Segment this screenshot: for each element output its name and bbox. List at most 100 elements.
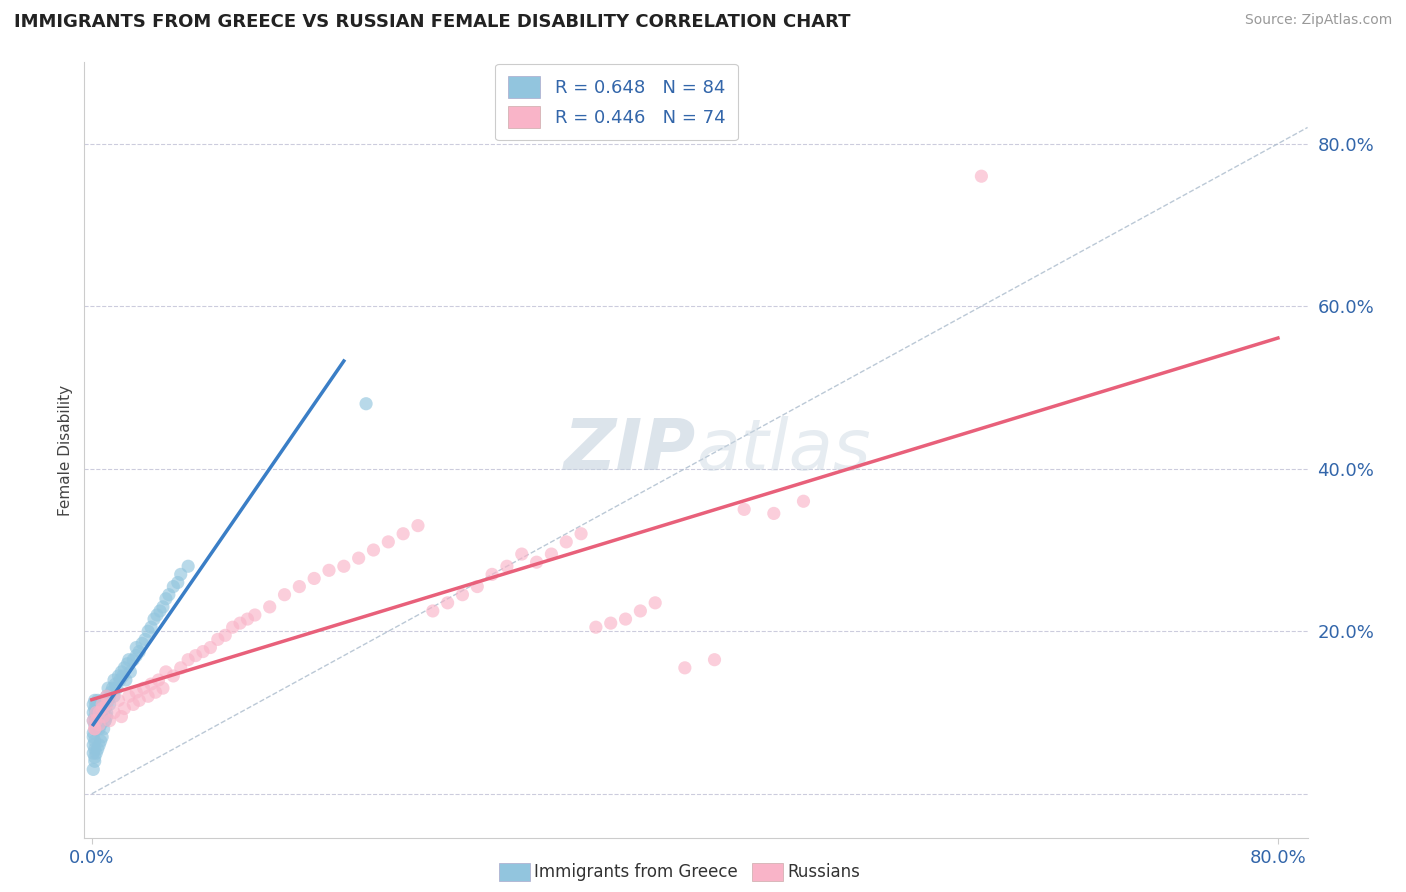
Point <box>111 669 134 683</box>
Point <box>89 738 111 752</box>
Point <box>98 698 121 712</box>
Point <box>157 588 180 602</box>
Point <box>83 734 105 748</box>
Point <box>184 648 207 663</box>
Point <box>84 746 107 760</box>
Point <box>82 698 104 712</box>
Point <box>569 526 592 541</box>
Point <box>105 681 128 695</box>
Point <box>125 640 148 655</box>
Text: Immigrants from Greece: Immigrants from Greece <box>534 863 738 881</box>
Point <box>118 653 141 667</box>
Point <box>132 681 155 695</box>
Point <box>91 693 114 707</box>
Point <box>84 698 107 712</box>
Point <box>82 730 104 744</box>
Point <box>103 706 125 720</box>
Point <box>93 709 115 723</box>
Point <box>110 665 132 679</box>
Point <box>555 534 578 549</box>
Point <box>145 685 167 699</box>
Point <box>207 632 229 647</box>
Point <box>229 616 252 631</box>
Point <box>177 559 200 574</box>
Point <box>96 698 118 712</box>
Point <box>83 750 105 764</box>
Point <box>97 681 120 695</box>
Point <box>94 714 117 728</box>
Point <box>91 730 114 744</box>
Point <box>481 567 503 582</box>
Point <box>152 599 174 614</box>
Point <box>96 690 118 704</box>
Point <box>259 599 281 614</box>
Text: Russians: Russians <box>787 863 860 881</box>
Point <box>82 706 104 720</box>
Point <box>94 701 117 715</box>
Point <box>83 717 105 731</box>
Point <box>112 701 135 715</box>
Point <box>510 547 533 561</box>
Point <box>107 669 129 683</box>
Point <box>792 494 814 508</box>
Point <box>83 722 105 736</box>
Point <box>90 709 112 723</box>
Point <box>89 706 111 720</box>
Point <box>98 714 121 728</box>
Point <box>103 690 125 704</box>
Point <box>166 575 188 590</box>
Point <box>970 169 993 184</box>
Point <box>318 563 340 577</box>
Point <box>93 698 115 712</box>
Point <box>97 693 120 707</box>
Point <box>347 551 370 566</box>
Point <box>148 673 170 687</box>
Legend: R = 0.648   N = 84, R = 0.446   N = 74: R = 0.648 N = 84, R = 0.446 N = 74 <box>495 63 738 140</box>
Point <box>86 742 108 756</box>
Point <box>110 709 132 723</box>
Point <box>392 526 415 541</box>
Point <box>128 693 150 707</box>
Point <box>134 632 156 647</box>
Point <box>94 714 117 728</box>
Point <box>302 571 325 585</box>
Point <box>162 669 184 683</box>
Point <box>673 661 696 675</box>
Point <box>103 673 125 687</box>
Point <box>96 709 118 723</box>
Point <box>84 722 107 736</box>
Point <box>122 653 145 667</box>
Point <box>83 701 105 715</box>
Point <box>91 701 114 715</box>
Point <box>526 555 548 569</box>
Point <box>465 580 488 594</box>
Point <box>115 673 138 687</box>
Point <box>540 547 562 561</box>
Point <box>89 717 111 731</box>
Point <box>83 742 105 756</box>
Point <box>90 717 112 731</box>
Point <box>91 698 114 712</box>
Point <box>143 612 166 626</box>
Point <box>91 706 114 720</box>
Point <box>152 681 174 695</box>
Point <box>90 734 112 748</box>
Point <box>155 591 177 606</box>
Point <box>96 706 118 720</box>
Point <box>628 604 651 618</box>
Point <box>177 653 200 667</box>
Text: ZIP: ZIP <box>564 416 696 485</box>
Point <box>243 607 266 622</box>
Text: atlas: atlas <box>696 416 870 485</box>
Point <box>214 628 236 642</box>
Point <box>614 612 637 626</box>
Point <box>422 604 444 618</box>
Point <box>89 714 111 728</box>
Point <box>108 673 131 687</box>
Point <box>703 653 725 667</box>
Point <box>170 567 193 582</box>
Point <box>83 722 105 736</box>
Point <box>406 518 429 533</box>
Point <box>84 706 107 720</box>
Text: IMMIGRANTS FROM GREECE VS RUSSIAN FEMALE DISABILITY CORRELATION CHART: IMMIGRANTS FROM GREECE VS RUSSIAN FEMALE… <box>14 13 851 31</box>
